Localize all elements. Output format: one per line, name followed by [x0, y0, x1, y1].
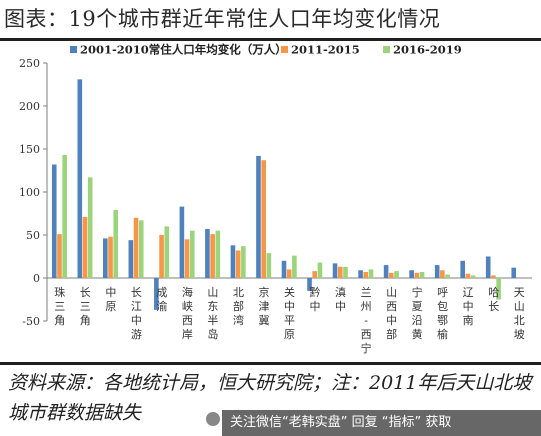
legend-label: 2001-2010常住人口年均变化（万人） [80, 43, 287, 57]
bar [307, 278, 312, 291]
y-tick-label: 50 [26, 229, 40, 242]
category-label: 长江中游 [131, 286, 142, 341]
bar [215, 230, 221, 278]
watermark-banner: 关注微信“老韩实盘” 回复 “指标” 获取 [222, 410, 541, 436]
legend-label: 2016-2019 [393, 43, 462, 57]
bar [337, 266, 343, 278]
bar [460, 260, 465, 278]
bar [266, 253, 272, 278]
y-tick-label: 100 [19, 186, 40, 199]
bar [184, 239, 190, 278]
bar [383, 265, 389, 278]
bar [470, 275, 476, 278]
bar [138, 220, 144, 278]
bar [368, 269, 374, 278]
bar [312, 271, 318, 278]
category-label: 辽中南 [463, 286, 474, 327]
y-tick-label: -50 [22, 315, 40, 328]
category-label: 山西中部 [386, 286, 397, 341]
bar [261, 160, 266, 278]
bar [82, 216, 88, 278]
category-label: 北部湾 [233, 286, 244, 327]
bar [286, 269, 292, 278]
bar [113, 210, 119, 278]
bar [434, 265, 440, 278]
bar [133, 217, 139, 278]
bar [394, 271, 399, 278]
bar [189, 230, 195, 278]
bar [210, 234, 215, 278]
category-label: 珠三角 [54, 285, 65, 327]
bar [440, 270, 445, 278]
bar-chart: -50 0 50 100 150 200 250 珠三角 长三角 中原 长江中游 成渝 海峡西岸 山东半… [19, 43, 532, 355]
category-label: 呼包鄂榆 [437, 286, 448, 341]
bar [389, 272, 394, 278]
bar [358, 270, 363, 278]
bar [414, 272, 420, 278]
legend-swatch [70, 46, 77, 53]
category-label: 山东半岛 [207, 286, 218, 341]
y-tick-label: 200 [19, 100, 40, 113]
bar [154, 278, 159, 310]
bar [419, 271, 425, 278]
watermark-logo-icon [206, 412, 220, 426]
category-label: 黔中 [310, 285, 321, 313]
category-label: 海峡西岸 [182, 285, 193, 341]
category-label: 京津冀 [258, 285, 269, 327]
category-label: 天山北坡 [514, 286, 525, 341]
legend-swatch [383, 46, 390, 53]
bar [87, 177, 93, 278]
bar [230, 245, 236, 278]
bar [57, 234, 62, 278]
bar [445, 274, 450, 278]
bar [62, 155, 67, 278]
bar [409, 270, 414, 278]
bar [159, 235, 164, 278]
y-tick-label: 250 [19, 57, 40, 70]
bar [317, 262, 323, 278]
bar [205, 228, 210, 278]
chart-axes: -50 0 50 100 150 200 250 [19, 57, 532, 328]
category-label: 中原 [105, 286, 116, 313]
legend-label: 2011-2015 [291, 43, 360, 57]
bar [465, 273, 471, 278]
source-rule [0, 362, 541, 365]
bar [241, 246, 246, 278]
category-label: 成渝 [156, 286, 167, 313]
chart-bars [51, 79, 517, 310]
bar [496, 278, 501, 300]
bar [363, 271, 369, 278]
y-tick-label: 150 [19, 143, 40, 156]
source-note: 资料来源：各地统计局，恒大研究院；注：2011年后天山北坡城市群数据缺失 [8, 372, 532, 424]
bar [235, 250, 241, 278]
legend-swatch [281, 46, 288, 53]
bar [332, 263, 338, 278]
bar [108, 236, 113, 278]
bar [292, 255, 297, 278]
bar [164, 226, 170, 278]
title-rule [0, 38, 541, 41]
bar [179, 206, 185, 278]
category-label: 兰州-西宁 [361, 286, 372, 355]
bar [256, 155, 261, 278]
bar [343, 266, 348, 278]
bar [128, 240, 134, 278]
y-tick-label: 0 [33, 272, 40, 285]
bar [485, 256, 491, 278]
bar [511, 267, 517, 278]
figure-title: 图表：19个城市群近年常住人口年均变化情况 [4, 7, 441, 31]
category-label: 滇中 [335, 285, 346, 313]
category-label: 宁夏沿黄 [412, 285, 423, 341]
bar [51, 164, 57, 278]
bar [103, 238, 108, 278]
category-label: 长三角 [80, 286, 91, 327]
category-label: 关中平原 [284, 285, 295, 341]
bar [77, 79, 83, 278]
bar [491, 275, 496, 278]
chart-legend: 2001-2010常住人口年均变化（万人） 2011-2015 2016-2019 [70, 43, 462, 57]
bar [281, 260, 287, 278]
category-label: 哈长 [488, 286, 499, 313]
